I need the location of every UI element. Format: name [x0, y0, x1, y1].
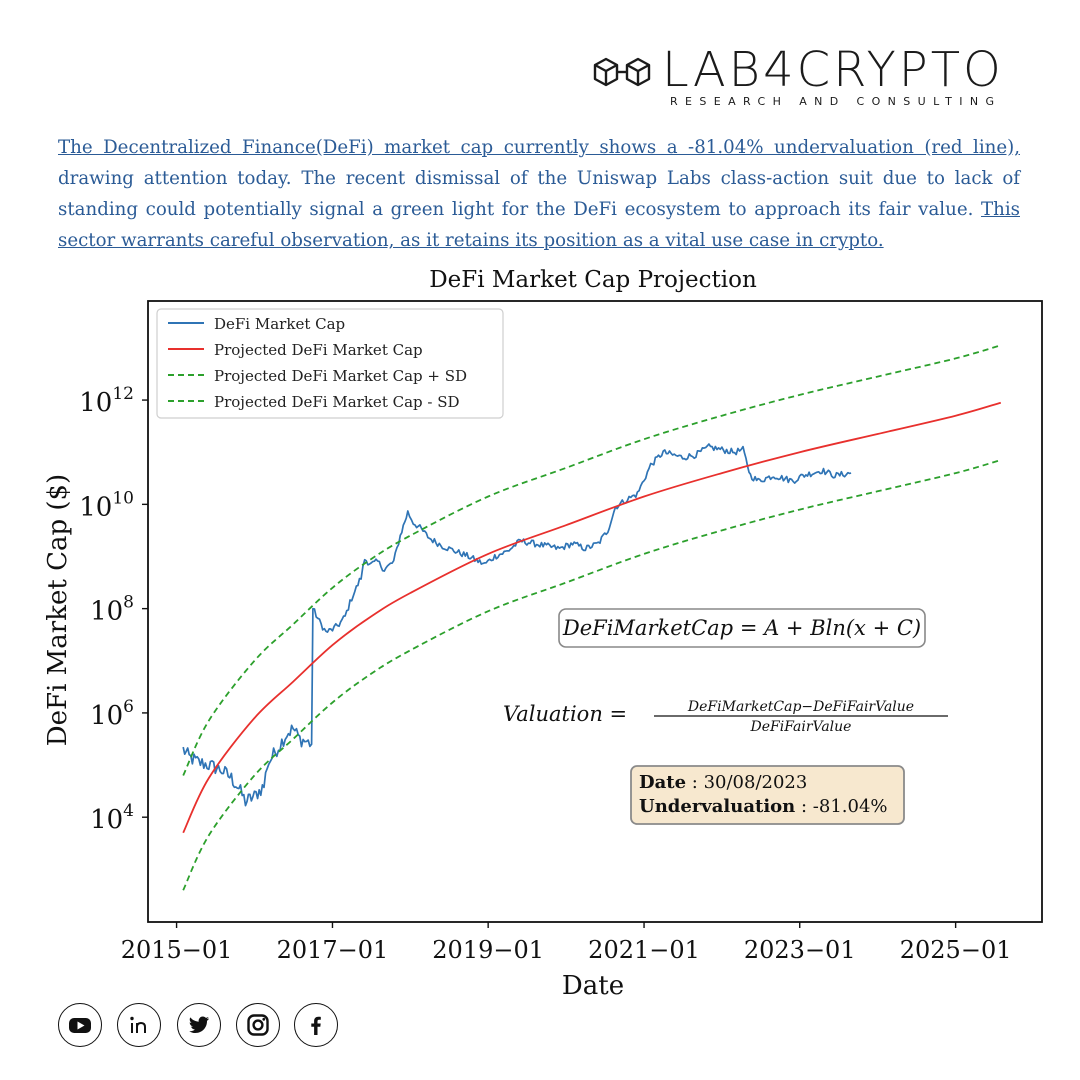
intro-line-3: standing could potentially signal a gree…	[58, 199, 974, 220]
series-line-projected-minus-sd	[182, 459, 1002, 891]
info-date-value: : 30/08/2023	[692, 772, 808, 793]
x-tick-label: 2025−01	[900, 936, 1012, 964]
twitter-button[interactable]	[177, 1003, 221, 1047]
y-tick-exponent: 6	[123, 697, 134, 717]
valuation-numerator: DeFiMarketCap−DeFiFairValue	[687, 699, 914, 715]
x-tick-label: 2019−01	[432, 936, 544, 964]
brand-tagline: RESEARCH AND CONSULTING	[670, 95, 1002, 108]
linkedin-button[interactable]	[117, 1003, 161, 1047]
instagram-icon	[247, 1014, 269, 1036]
intro-link-line-1[interactable]: The Decentralized Finance(DeFi) market c…	[58, 137, 1020, 158]
formula-lhs: DeFiMarketCap	[562, 616, 733, 640]
linkedin-icon	[130, 1016, 146, 1033]
legend-box	[156, 308, 504, 419]
x-axis-ticks: 2015−01 2017−01 2019−01 2021−01 2023−01 2025−…	[121, 922, 1012, 964]
legend-label-plus-sd: Projected DeFi Market Cap + SD	[214, 367, 467, 385]
youtube-icon	[69, 1018, 91, 1033]
formula-box	[558, 608, 926, 648]
legend-entry-actual: DeFi Market Cap	[168, 315, 345, 333]
facebook-icon	[311, 1016, 321, 1035]
x-tick-label: 2023−01	[744, 936, 856, 964]
y-tick-label: 1010	[79, 488, 134, 522]
brand-header: LAB4CRYPTO RESEARCH AND CONSULTING	[592, 40, 1001, 110]
defi-market-cap-chart: DeFi Market Cap Projection 2015−01 2017−0…	[43, 267, 1043, 1000]
formula-annotation: DeFiMarketCap = A + Bln(x + C)	[558, 608, 926, 648]
legend: DeFi Market Cap Projected DeFi Market Ca…	[156, 308, 504, 419]
youtube-button[interactable]	[58, 1003, 102, 1047]
formula-rhs: = A + Bln(x + C)	[740, 616, 921, 640]
series-layer	[182, 344, 1002, 891]
legend-entry-projected: Projected DeFi Market Cap	[168, 341, 423, 359]
valuation-annotation: Valuation = DeFiMarketCap−DeFiFairValue …	[503, 699, 948, 735]
y-tick-base: 10	[90, 805, 123, 835]
series-line-defi-market-cap	[182, 443, 852, 807]
x-tick-label: 2015−01	[121, 936, 233, 964]
x-tick-label: 2021−01	[588, 936, 700, 964]
series-line-projected-plus-sd	[182, 344, 1002, 776]
y-tick-exponent: 10	[112, 488, 134, 508]
valuation-lhs: Valuation =	[503, 702, 627, 726]
info-date-line: Date : 30/08/2023	[639, 772, 807, 793]
y-tick-exponent: 12	[112, 384, 134, 404]
series-line-projected	[182, 401, 1002, 834]
y-tick-label: 106	[90, 697, 134, 731]
brand-name: LAB4CRYPTO	[662, 42, 1004, 98]
y-axis-label: DeFi Market Cap ($)	[43, 474, 73, 746]
info-undervaluation-label: Undervaluation	[639, 796, 795, 817]
legend-label-minus-sd: Projected DeFi Market Cap - SD	[214, 393, 460, 411]
info-box-background	[630, 765, 905, 825]
x-tick-label: 2017−01	[277, 936, 389, 964]
y-tick-label: 108	[90, 593, 134, 627]
y-tick-base: 10	[79, 388, 112, 418]
linked-cubes-icon	[593, 57, 651, 87]
legend-label-projected: Projected DeFi Market Cap	[214, 341, 423, 359]
intro-paragraph: The Decentralized Finance(DeFi) market c…	[58, 132, 1020, 256]
y-tick-label: 104	[90, 801, 134, 835]
y-tick-label: 1012	[79, 384, 134, 418]
info-undervaluation-value: : -81.04%	[801, 796, 888, 817]
y-tick-exponent: 4	[123, 801, 134, 821]
x-axis-label: Date	[562, 971, 624, 1000]
formula-text: DeFiMarketCap = A + Bln(x + C)	[562, 616, 921, 640]
plot-frame	[147, 300, 1043, 923]
legend-entry-minus-sd: Projected DeFi Market Cap - SD	[168, 393, 460, 411]
intro-link-line-4[interactable]: This sector warrants careful observation…	[58, 199, 1020, 251]
info-date-label: Date	[639, 772, 686, 793]
instagram-button[interactable]	[236, 1003, 280, 1047]
legend-label-actual: DeFi Market Cap	[214, 315, 345, 333]
y-tick-base: 10	[79, 492, 112, 522]
twitter-icon	[189, 1016, 209, 1033]
facebook-button[interactable]	[294, 1003, 338, 1047]
intro-line-2: drawing attention today. The recent dism…	[58, 168, 1020, 189]
chart-title: DeFi Market Cap Projection	[429, 267, 757, 293]
y-tick-base: 10	[90, 597, 123, 627]
info-undervaluation-line: Undervaluation : -81.04%	[639, 796, 888, 817]
valuation-info-box: Date : 30/08/2023 Undervaluation : -81.0…	[630, 765, 905, 825]
valuation-denominator: DeFiFairValue	[750, 719, 852, 735]
legend-entry-plus-sd: Projected DeFi Market Cap + SD	[168, 367, 467, 385]
y-tick-base: 10	[90, 701, 123, 731]
y-tick-exponent: 8	[123, 593, 134, 613]
